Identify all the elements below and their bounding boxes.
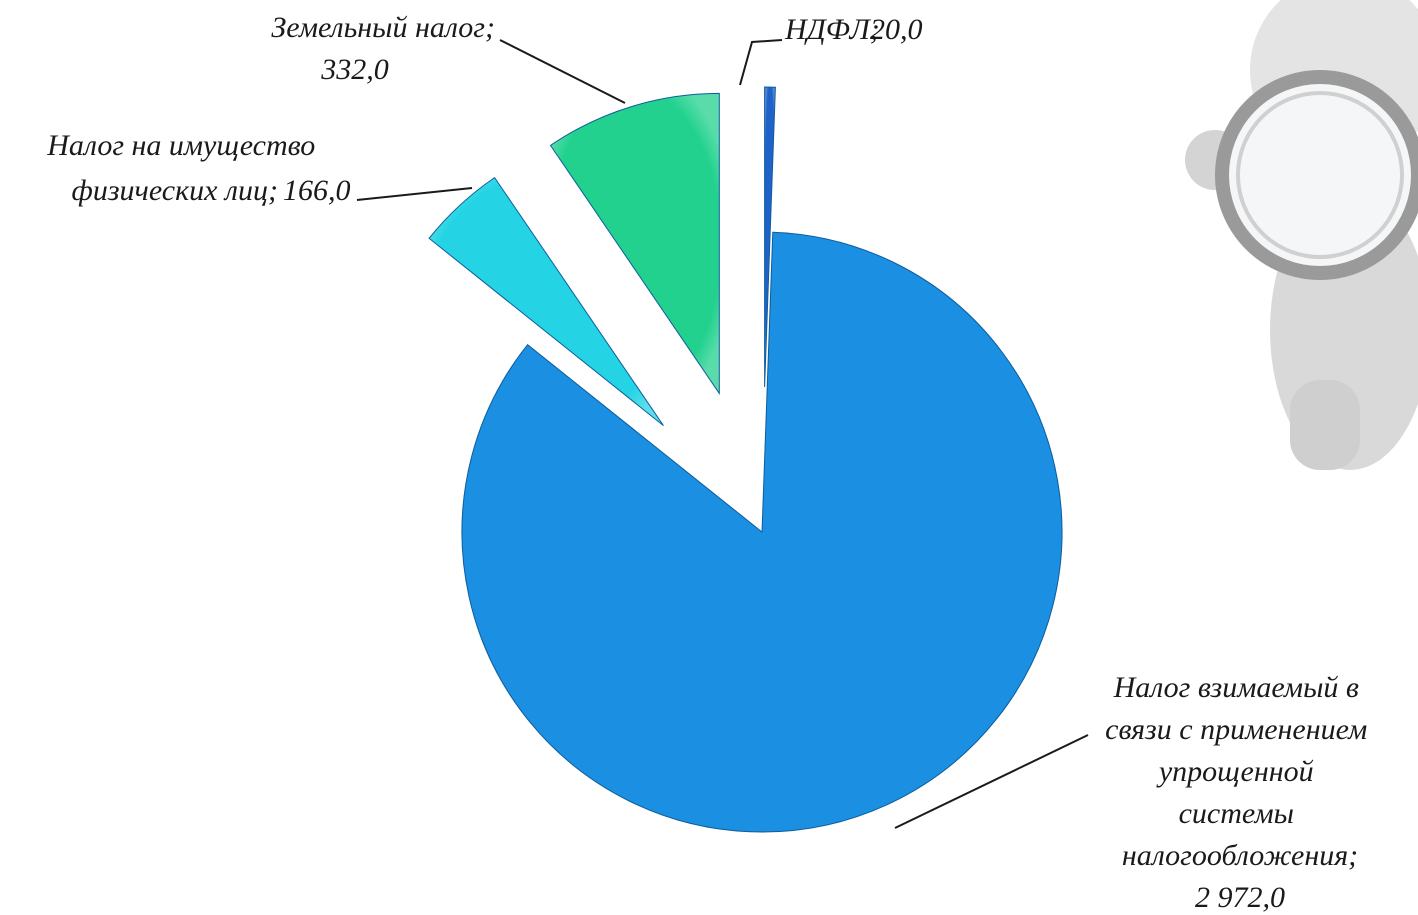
leader-line <box>894 734 1089 829</box>
pie-slice <box>461 231 1063 833</box>
slice-label: Налог взимаемый в связи с применением уп… <box>1105 671 1375 872</box>
value-label: 20,0 <box>870 13 923 46</box>
pie-slice <box>428 176 664 427</box>
slice-label: НДФЛ; <box>784 13 880 46</box>
decoration-figure <box>1185 0 1418 470</box>
pie-slice <box>549 92 720 396</box>
leader-line <box>356 187 473 201</box>
value-label: 332,0 <box>320 53 389 86</box>
slice-label: Налог на имущество физических лиц; <box>46 129 323 207</box>
value-label: 2 972,0 <box>1195 881 1285 914</box>
leader-line <box>499 39 626 104</box>
slice-label: Земельный налог; <box>271 11 495 44</box>
pie-slice <box>764 86 776 388</box>
value-label: 166,0 <box>283 174 351 207</box>
leader-line <box>739 39 783 86</box>
labels: НДФЛ;20,0 Налог взимаемый в связи с приме… <box>46 11 1375 914</box>
pie <box>428 86 1063 833</box>
